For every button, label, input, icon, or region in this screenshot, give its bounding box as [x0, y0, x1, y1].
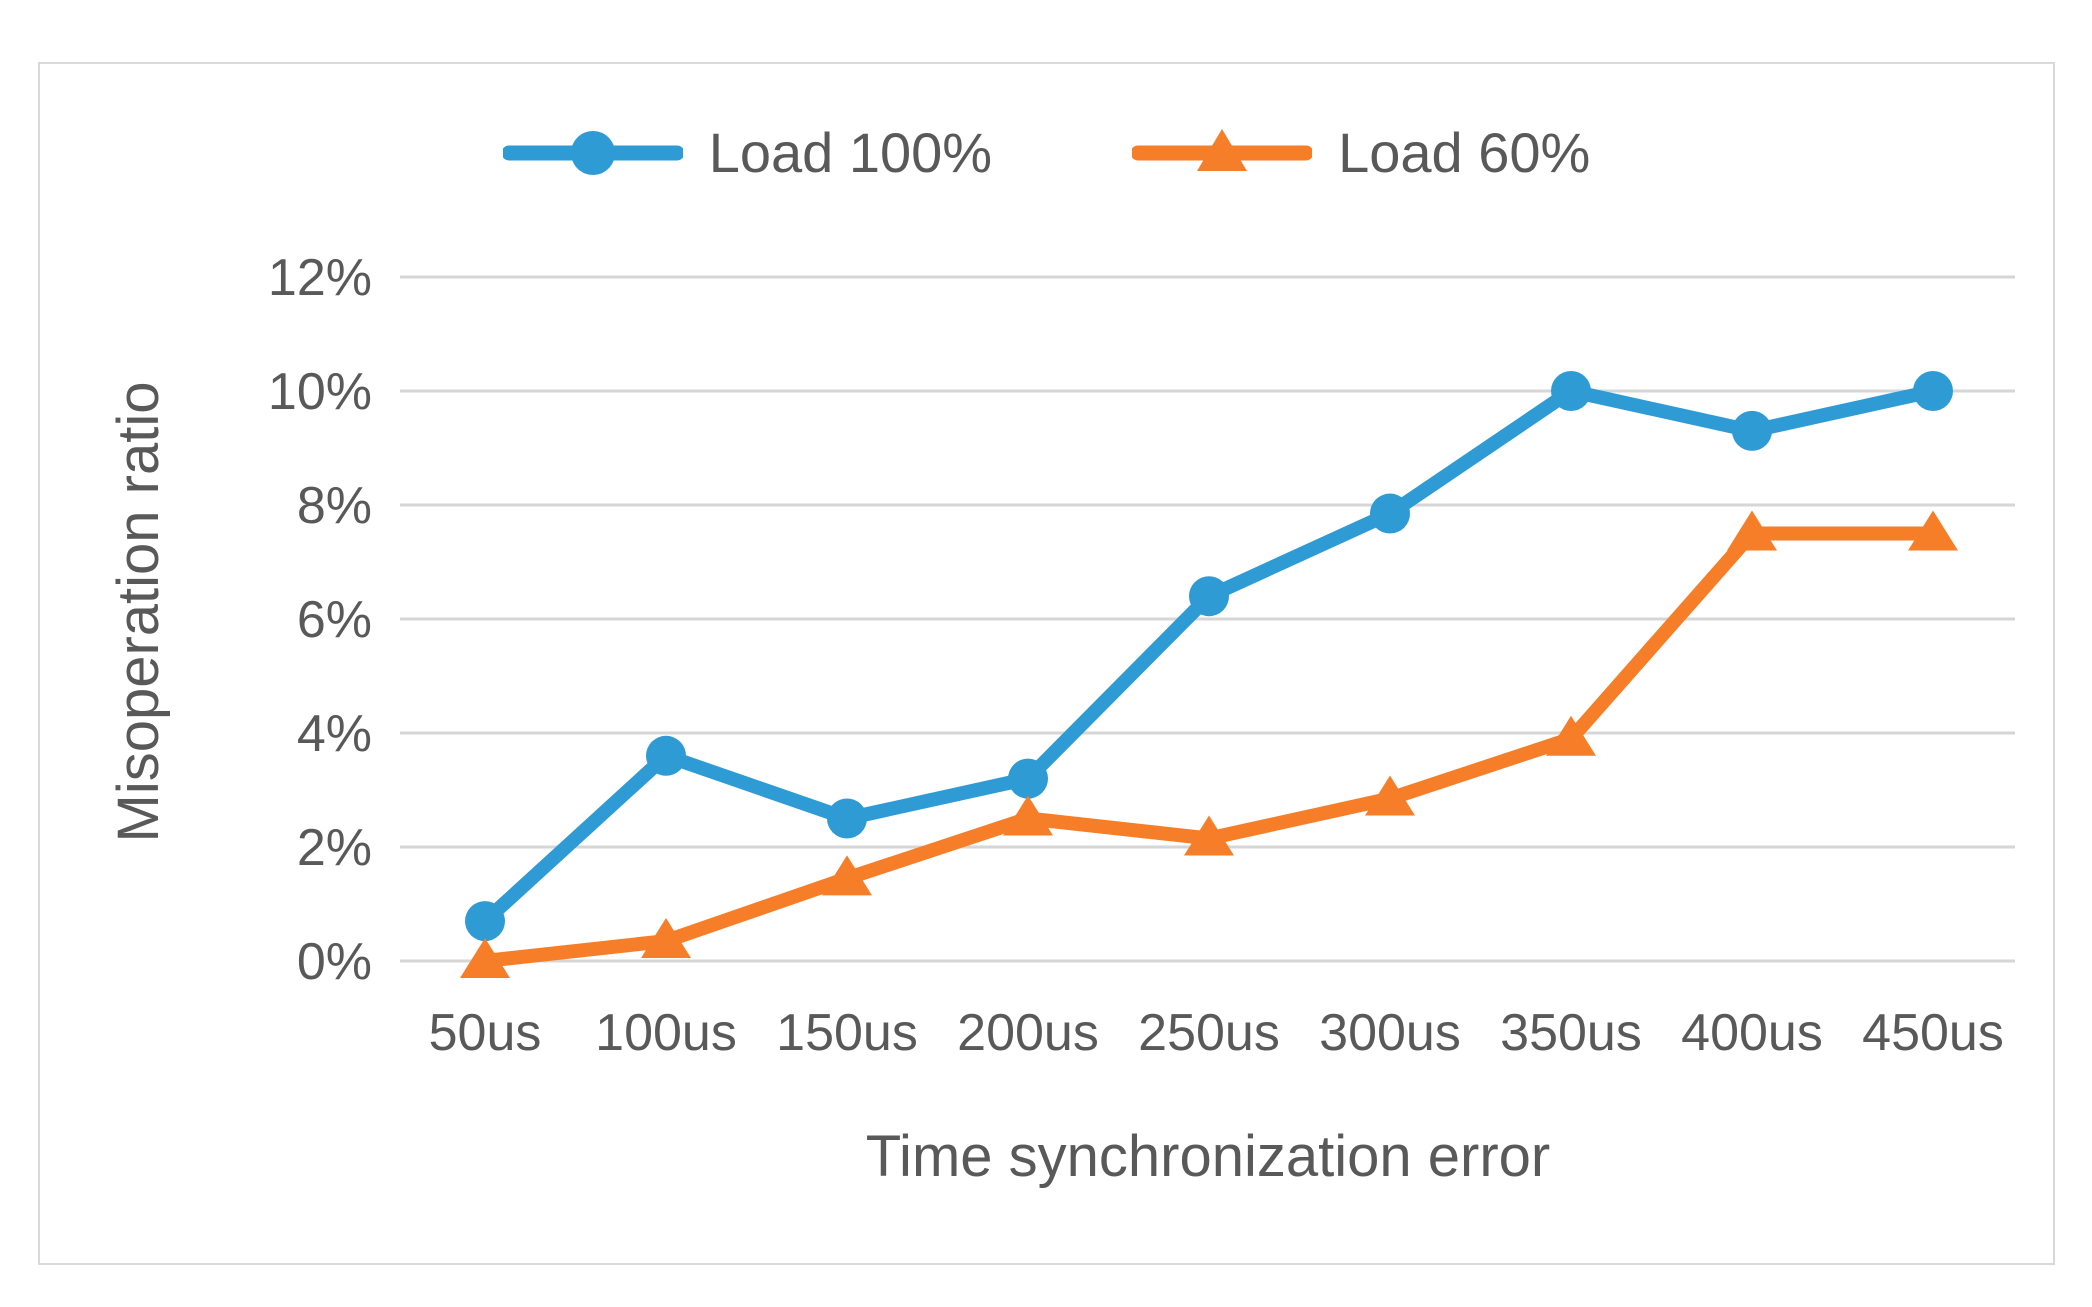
- y-axis-tick-labels: 0% 2% 4% 6% 8% 10% 12%: [268, 249, 372, 991]
- figure: Load 100% Load 60% 0% 2% 4% 6% 8% 10% 12% 50us 1…: [38, 62, 2055, 1265]
- y-axis-title: Misoperation ratio: [106, 382, 171, 843]
- x-tick-label: 150us: [776, 1004, 918, 1062]
- data-point-triangle-icon: [460, 938, 510, 978]
- series-load-100: [465, 371, 1953, 942]
- data-point-circle-icon: [1913, 371, 1953, 411]
- legend-item-load-100: Load 100%: [502, 120, 993, 185]
- x-axis-tick-labels: 50us 100us 150us 200us 250us 300us 350us 400us 4…: [429, 1004, 2004, 1062]
- legend-item-load-60: Load 60%: [1132, 120, 1590, 185]
- x-tick-label: 50us: [429, 1004, 542, 1062]
- y-tick-label: 8%: [297, 477, 372, 535]
- data-point-triangle-icon: [1184, 815, 1234, 856]
- data-point-triangle-icon: [822, 855, 872, 896]
- legend: Load 100% Load 60%: [40, 120, 2053, 185]
- data-point-triangle-icon: [1365, 775, 1415, 816]
- legend-triangle: [1197, 128, 1248, 171]
- y-tick-label: 4%: [297, 705, 372, 763]
- x-tick-label: 450us: [1862, 1004, 2004, 1062]
- series-group: [460, 371, 1958, 978]
- data-point-circle-icon: [1370, 493, 1410, 534]
- y-tick-label: 10%: [268, 363, 372, 421]
- legend-triangle-marker-icon: [1132, 128, 1313, 171]
- legend-label: Load 60%: [1338, 121, 1591, 184]
- x-tick-label: 400us: [1681, 1004, 1823, 1062]
- legend-circle: [570, 130, 615, 175]
- data-point-triangle-icon: [641, 918, 691, 959]
- data-point-circle-icon: [1189, 576, 1229, 617]
- x-axis-title: Time synchronization error: [866, 1124, 1550, 1189]
- legend-label: Load 100%: [708, 121, 993, 184]
- data-point-triangle-icon: [1908, 510, 1958, 551]
- line-chart: 0% 2% 4% 6% 8% 10% 12% 50us 100us 150us 200us 250u…: [106, 249, 2015, 1189]
- x-tick-label: 100us: [595, 1004, 737, 1062]
- data-point-triangle-icon: [1546, 715, 1596, 756]
- y-tick-label: 2%: [297, 819, 372, 877]
- y-tick-label: 6%: [297, 591, 372, 649]
- x-tick-label: 300us: [1319, 1004, 1461, 1062]
- data-point-circle-icon: [646, 735, 686, 776]
- x-tick-label: 250us: [1138, 1004, 1280, 1062]
- y-tick-label: 12%: [268, 249, 372, 307]
- data-point-triangle-icon: [1003, 795, 1053, 836]
- x-tick-label: 200us: [957, 1004, 1099, 1062]
- data-point-circle-icon: [465, 901, 505, 942]
- data-point-circle-icon: [827, 798, 867, 839]
- data-point-triangle-icon: [1727, 510, 1777, 551]
- gridlines: [400, 275, 2015, 963]
- data-point-circle-icon: [1008, 758, 1048, 799]
- data-point-circle-icon: [1551, 371, 1591, 411]
- series-load-60: [460, 510, 1958, 978]
- legend-circle-marker-icon: [502, 130, 683, 175]
- data-point-circle-icon: [1732, 410, 1772, 451]
- y-tick-label: 0%: [297, 933, 372, 991]
- x-tick-label: 350us: [1500, 1004, 1642, 1062]
